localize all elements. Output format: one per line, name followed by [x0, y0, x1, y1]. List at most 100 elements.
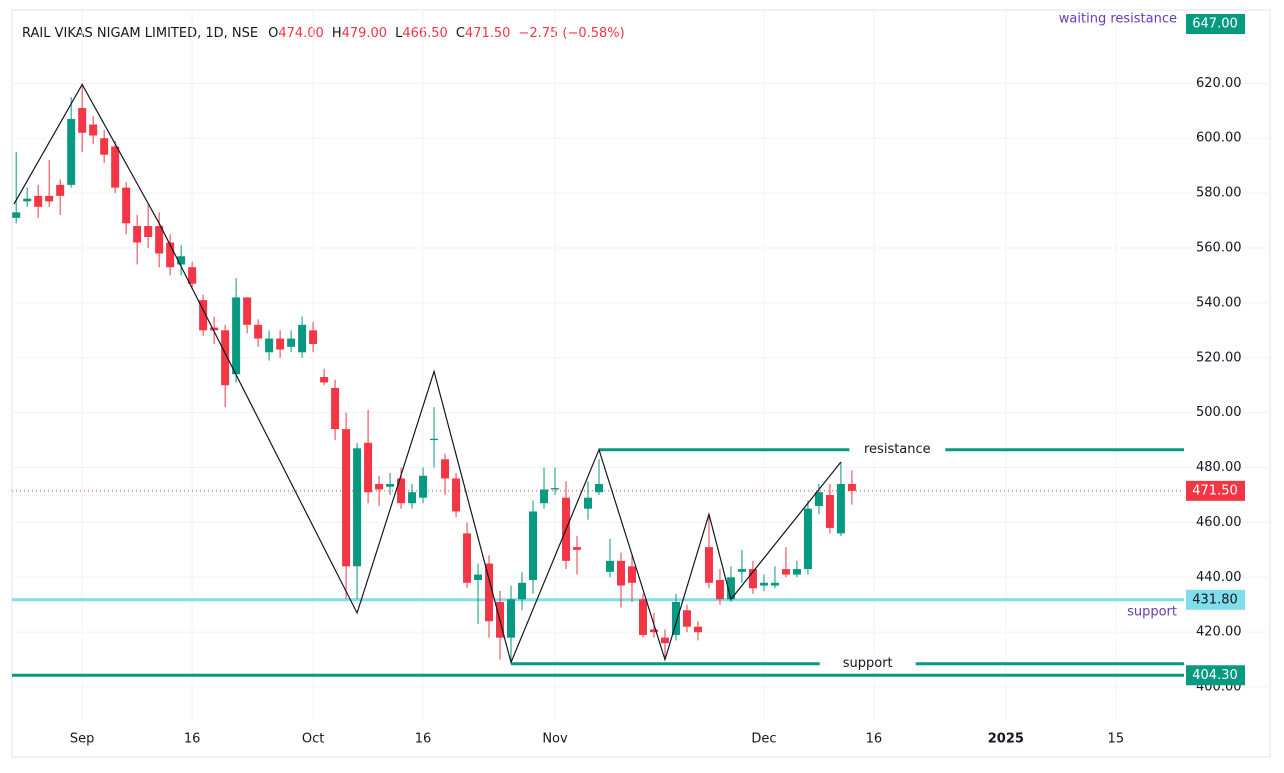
x-tick-label: 15	[1108, 732, 1125, 747]
candle-body	[166, 242, 175, 268]
x-tick-label: 16	[184, 732, 201, 747]
x-tick-label: 2025	[988, 732, 1024, 747]
candle-body	[331, 387, 340, 430]
ohlc-key: C	[456, 26, 465, 41]
ohlc-key: H	[332, 26, 342, 41]
price-line-text: waiting resistance	[1059, 12, 1177, 27]
candle-body	[298, 324, 307, 353]
candle-body	[309, 330, 318, 345]
candle-body	[430, 438, 439, 441]
candle-body	[474, 574, 483, 581]
price-line-tag	[1186, 589, 1245, 610]
candle-body	[23, 198, 32, 202]
candle-body	[419, 475, 428, 498]
chart-frame	[11, 9, 1271, 758]
chart-header: RAIL VIKAS NIGAM LIMITED, 1D, NSE O474.00…	[22, 26, 625, 41]
candle-body	[177, 256, 186, 265]
zigzag-line	[13, 83, 842, 665]
candle-body	[759, 582, 768, 586]
candle-body	[573, 547, 582, 550]
candle-body	[540, 489, 549, 504]
candle-body	[649, 629, 658, 633]
candle-body	[605, 560, 614, 572]
candle-body	[463, 533, 472, 583]
price-line-tag-label: 431.80	[1192, 592, 1238, 607]
trend-level-label: resistance	[864, 442, 931, 457]
last-price-tag-label: 471.50	[1192, 483, 1238, 498]
y-tick-label: 540.00	[1196, 295, 1242, 310]
symbol-title: RAIL VIKAS NIGAM LIMITED, 1D, NSE	[22, 26, 258, 41]
candle-body	[792, 569, 801, 575]
ohlc-value: 474.00	[278, 26, 324, 41]
candle-body	[78, 108, 87, 133]
candle-body	[100, 138, 109, 155]
candle-body	[616, 560, 625, 586]
y-tick-label: 420.00	[1196, 625, 1242, 640]
candle-body	[210, 327, 219, 331]
candle-body	[529, 511, 538, 581]
price-line-tag	[1186, 665, 1245, 686]
y-tick-label: 480.00	[1196, 460, 1242, 475]
candle-body	[12, 212, 21, 218]
ohlc-key: L	[395, 26, 403, 41]
candle-body	[737, 569, 746, 572]
y-tick-label: 560.00	[1196, 241, 1242, 256]
x-tick-label: Nov	[542, 732, 568, 747]
x-tick-label: Oct	[302, 732, 324, 747]
candle-body	[155, 226, 164, 254]
y-tick-label: 460.00	[1196, 515, 1242, 530]
candle-body	[825, 494, 834, 528]
candle-body	[364, 442, 373, 493]
trend-level-label-bg	[819, 654, 916, 673]
x-tick-label: 16	[866, 732, 883, 747]
candle-body	[671, 602, 680, 635]
candle-body	[276, 338, 285, 350]
candle-body	[199, 300, 208, 331]
last-price-tag	[1186, 480, 1245, 501]
candle-body	[89, 124, 98, 136]
price-line-tag-label: 647.00	[1192, 17, 1238, 32]
trend-level-label: support	[843, 656, 893, 671]
candle-body	[243, 297, 252, 325]
candle-body	[221, 330, 230, 386]
candle-body	[386, 484, 395, 487]
candle-body	[144, 226, 153, 238]
candle-body	[188, 267, 197, 284]
ohlc-value: 466.50	[402, 26, 448, 41]
candle-body	[770, 582, 779, 586]
y-tick-label: 620.00	[1196, 76, 1242, 91]
price-line-tag-label: 404.30	[1192, 668, 1238, 683]
x-tick-label: Dec	[751, 732, 776, 747]
y-tick-label: 520.00	[1196, 350, 1242, 365]
candle-body	[518, 582, 527, 600]
candle-body	[803, 508, 812, 570]
trend-level-label-bg	[849, 440, 946, 459]
candle-body	[660, 637, 669, 644]
candle-body	[627, 566, 636, 583]
candle-body	[693, 626, 702, 633]
y-tick-label: 440.00	[1196, 570, 1242, 585]
candle-body	[726, 577, 735, 600]
candle-body	[507, 599, 516, 638]
candle-body	[748, 569, 757, 589]
price-line-text: support	[1127, 604, 1177, 619]
ohlc-value: 471.50	[465, 26, 511, 41]
x-tick-label: 16	[415, 732, 432, 747]
candle-body	[133, 226, 142, 243]
change-value: −2.75 (−0.58%)	[518, 26, 624, 41]
candle-body	[781, 569, 790, 575]
candle-body	[595, 484, 603, 493]
candle-body	[441, 459, 450, 479]
candle-body	[375, 484, 384, 490]
candle-body	[287, 338, 296, 347]
candle-body	[56, 184, 65, 196]
candle-body	[342, 429, 351, 567]
candle-body	[397, 478, 406, 504]
ohlc-value: 479.00	[342, 26, 388, 41]
candle-body	[584, 497, 593, 509]
y-tick-label: 580.00	[1196, 186, 1242, 201]
candle-body	[485, 563, 494, 622]
price-line-tag	[1186, 14, 1245, 34]
